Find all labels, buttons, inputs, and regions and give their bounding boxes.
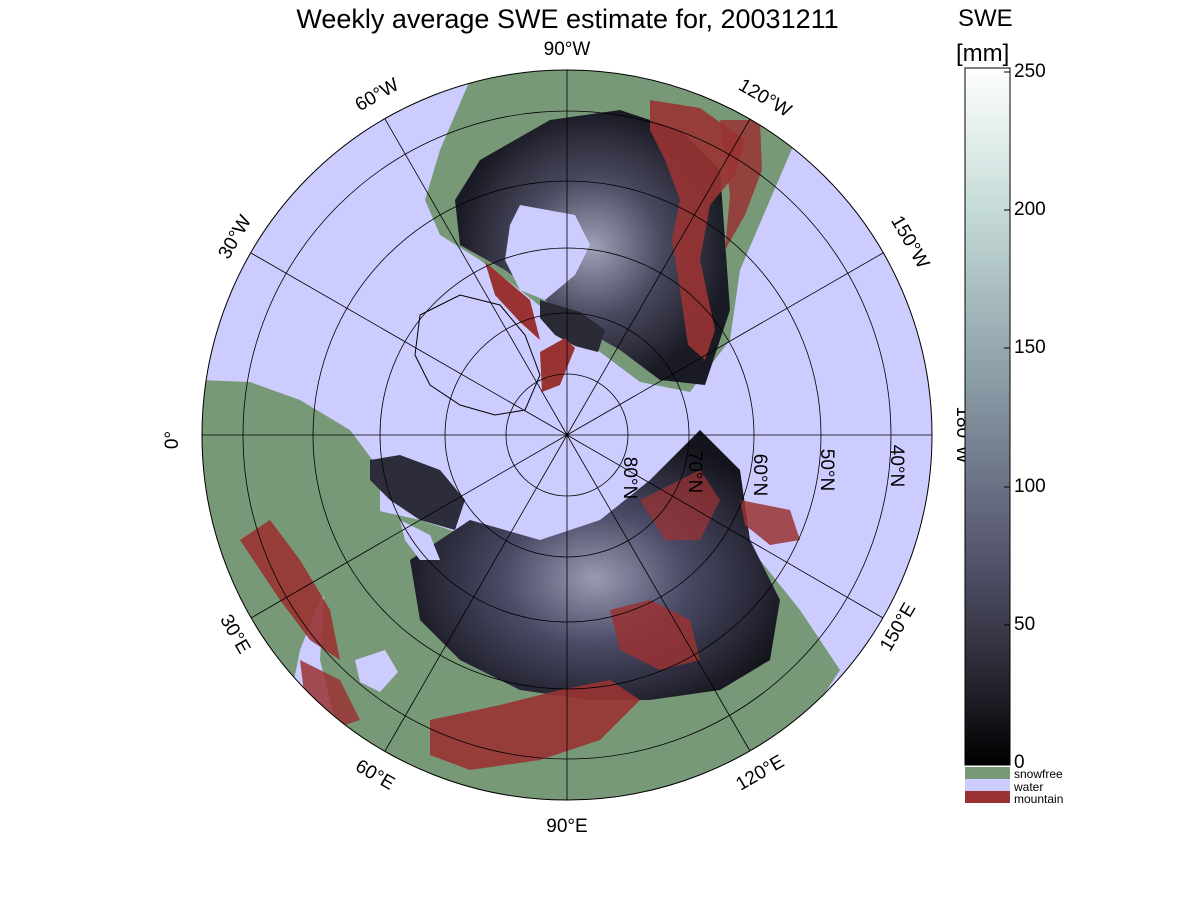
longitude-grid (202, 70, 932, 800)
lat-label-40n: 40°N (886, 445, 907, 487)
baffin-strip (485, 262, 540, 340)
legend-swatch-mountain (965, 791, 1010, 803)
lon-label-90e: 90°E (546, 816, 587, 837)
lat-label-80n: 80°N (619, 457, 640, 499)
colorbar-tick-0: 0 (1014, 752, 1025, 773)
north-america-mountains (650, 100, 745, 360)
map-disk (202, 70, 932, 800)
lon-label-150w: 150°W (886, 212, 933, 272)
lon-label-120w: 120°W (735, 75, 795, 122)
siberia-mountains (640, 470, 720, 540)
colorbar-gradient (964, 67, 1011, 766)
colorbar-tick-100: 100 (1014, 476, 1046, 497)
colorbar-title: SWE (958, 5, 1013, 32)
legend-label-mountain: mountain (1014, 792, 1064, 806)
canadian-archipelago (540, 300, 605, 352)
lat-label-70n: 70°N (684, 451, 705, 493)
hudson-bay (505, 205, 590, 300)
baltic-sea (400, 520, 440, 560)
colorbar-tick-250: 250 (1014, 61, 1046, 82)
lat-label-50n: 50°N (816, 449, 837, 491)
map-title: Weekly average SWE estimate for, 2003121… (296, 4, 839, 34)
lon-label-60e: 60°E (352, 756, 398, 795)
lat-label-60n: 60°N (749, 454, 770, 496)
greenland-outline (414, 294, 541, 416)
east-asia-mountains (610, 600, 700, 670)
colorbar-tick-200: 200 (1014, 199, 1046, 220)
north-america-snow (455, 110, 730, 385)
map-border (201, 69, 933, 801)
colorbar-tick-50: 50 (1014, 614, 1036, 635)
alps-mountains (240, 520, 340, 660)
caucasus-mountains (300, 660, 360, 730)
greenland-mountain-strip (540, 338, 575, 392)
lon-label-30e: 30°E (215, 611, 254, 657)
lon-label-60w: 60°W (352, 74, 403, 116)
legend-swatch-snowfree (965, 767, 1010, 779)
east-siberia-mountains (740, 500, 800, 545)
scandinavia-snow (370, 455, 465, 530)
lon-label-120e: 120°E (732, 751, 788, 795)
colorbar-unit: [mm] (956, 40, 1010, 67)
legend-swatch-water (965, 779, 1010, 791)
lon-label-0: 0° (162, 431, 183, 449)
legend-label-water: water (1014, 780, 1044, 794)
legend-label-snowfree: snowfree (1014, 767, 1063, 781)
lon-label-90w: 90°W (544, 39, 591, 60)
colorbar-ticks (1004, 71, 1010, 764)
colorbar-tick-150: 150 (1014, 337, 1046, 358)
caspian-sea (355, 650, 398, 692)
